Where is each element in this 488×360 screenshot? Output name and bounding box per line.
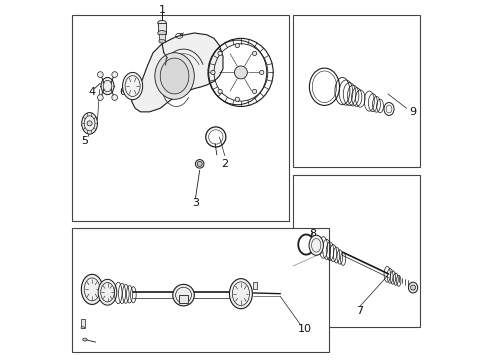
Circle shape: [235, 97, 239, 102]
Ellipse shape: [172, 284, 194, 306]
Bar: [179, 295, 187, 303]
Text: 2: 2: [221, 159, 228, 169]
Bar: [72, 15, 289, 221]
Circle shape: [252, 51, 256, 55]
Circle shape: [235, 43, 239, 48]
Ellipse shape: [160, 58, 188, 94]
Text: 6: 6: [119, 87, 126, 97]
Ellipse shape: [407, 282, 417, 293]
Circle shape: [259, 70, 264, 75]
Circle shape: [112, 95, 117, 100]
Bar: [292, 175, 419, 327]
Text: 4: 4: [88, 87, 96, 97]
Text: 8: 8: [308, 229, 316, 239]
Bar: [81, 319, 84, 328]
Circle shape: [234, 66, 247, 79]
Text: 10: 10: [298, 324, 312, 334]
Circle shape: [87, 121, 92, 126]
Ellipse shape: [155, 53, 194, 99]
Ellipse shape: [229, 279, 252, 309]
Circle shape: [410, 285, 415, 290]
Ellipse shape: [122, 72, 142, 100]
Ellipse shape: [81, 327, 84, 329]
Ellipse shape: [81, 113, 97, 134]
Circle shape: [195, 159, 203, 168]
Text: 7: 7: [355, 306, 362, 316]
Bar: [158, 23, 166, 34]
Circle shape: [218, 51, 222, 55]
Ellipse shape: [158, 21, 166, 26]
Circle shape: [218, 89, 222, 94]
Ellipse shape: [101, 77, 114, 95]
Circle shape: [97, 95, 103, 100]
Ellipse shape: [82, 338, 87, 341]
Bar: [292, 15, 419, 167]
Bar: [159, 34, 165, 42]
Circle shape: [210, 70, 215, 75]
Ellipse shape: [159, 40, 165, 43]
Ellipse shape: [308, 235, 323, 255]
Text: 5: 5: [81, 136, 88, 145]
Bar: [252, 282, 257, 289]
Text: 1: 1: [158, 5, 165, 15]
Circle shape: [197, 161, 202, 166]
Text: 9: 9: [408, 107, 416, 117]
Circle shape: [112, 72, 117, 77]
Ellipse shape: [158, 31, 166, 36]
Text: 3: 3: [192, 198, 199, 208]
Bar: [72, 228, 328, 352]
Ellipse shape: [81, 274, 102, 305]
Polygon shape: [131, 33, 223, 112]
Ellipse shape: [98, 279, 117, 305]
Circle shape: [97, 72, 103, 77]
Circle shape: [252, 89, 256, 94]
